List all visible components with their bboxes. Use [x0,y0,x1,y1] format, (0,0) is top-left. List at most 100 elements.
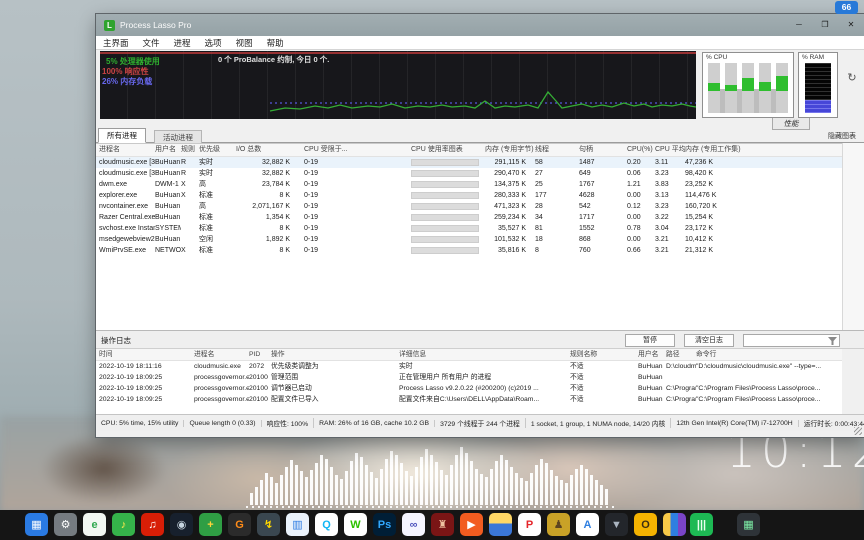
visualizer-bar [570,475,573,505]
video-player-orange-icon[interactable]: ▶ [460,513,483,536]
steam-icon[interactable]: ◉ [170,513,193,536]
log-column-header-1[interactable]: 进程名 [194,351,215,358]
cpu-meter-panel: % CPU [702,52,794,118]
column-header-4[interactable]: I/O 总数 [236,146,262,153]
log-list-header[interactable]: 时间 进程名 PID 操作 详细信息 规则名称 用户名 路径 命令行 [96,349,842,361]
column-header-11[interactable]: CPU 平均 [655,146,685,153]
process-rows: cloudmusic.exe [32] BuHuan R 实时 32,882 K 0-19… [96,157,842,256]
column-header-1[interactable]: 用户名 [155,146,176,153]
hide-graph-link[interactable]: 隐藏图表 [828,133,856,140]
resize-grip[interactable] [854,427,862,435]
process-list-header[interactable]: 进程名 用户名 规则 优先级 I/O 总数 CPU 受限于... CPU 使用率图表 内存 (… [96,144,842,157]
minimize-button[interactable]: ─ [796,20,802,29]
log-row[interactable]: 2022-10-19 18:09:25 processgovernor.exe20… [96,383,842,394]
process-list-scrollbar[interactable] [842,143,864,330]
folder-icon[interactable] [489,513,512,536]
cell-threads: 8 [535,247,539,254]
system-monitor-icon[interactable]: ▥ [286,513,309,536]
cell-threads: 18 [535,236,543,243]
column-header-5[interactable]: CPU 受限于... [304,146,348,153]
column-header-2[interactable]: 规则 [181,146,195,153]
maximize-button[interactable]: ❒ [821,20,829,29]
photoshop-icon[interactable]: Ps [373,513,396,536]
v-shield-dark-icon[interactable]: ▼ [605,513,628,536]
cell-user: DWM-1 [155,181,179,188]
owl-yellow-icon[interactable]: O [634,513,657,536]
visualizer-bar [485,477,488,505]
log-column-header-6[interactable]: 用户名 [638,351,659,358]
a-writer-icon[interactable]: A [576,513,599,536]
pdf-doc-icon[interactable]: P [518,513,541,536]
settings-gear-icon[interactable]: ⚙ [54,513,77,536]
menu-item-5[interactable]: 帮助 [266,37,284,48]
qq-icon[interactable]: Q [315,513,338,536]
game-character-icon[interactable]: ♟ [547,513,570,536]
wechat-icon[interactable]: W [344,513,367,536]
flash-tool-icon[interactable]: ↯ [257,513,280,536]
log-filter-input[interactable] [744,335,832,346]
menu-item-2[interactable]: 进程 [173,37,191,48]
column-header-8[interactable]: 线程 [535,146,549,153]
log-column-header-4[interactable]: 详细信息 [399,351,427,358]
column-header-9[interactable]: 句柄 [579,146,593,153]
titlebar[interactable]: L Process Lasso Pro ─ ❒ ✕ [96,14,864,36]
column-header-6[interactable]: CPU 使用率图表 [411,146,463,153]
log-column-header-3[interactable]: 操作 [271,351,285,358]
menubar: 主界面 文件 进程 选项 视图 帮助 [96,36,864,50]
table-row[interactable]: dwm.exe DWM-1 X 高 23,784 K 0-19 134,375 K 25 176… [96,179,842,190]
log-clear-button[interactable]: 清空日志 [684,334,734,347]
column-header-3[interactable]: 优先级 [199,146,220,153]
shield-green-icon[interactable]: + [199,513,222,536]
table-row[interactable]: svchost.exe Instance ...SYSTEM 标准 8 K 0-19 3… [96,223,842,234]
column-header-0[interactable]: 进程名 [99,146,120,153]
log-row[interactable]: 2022-10-19 18:11:16 cloudmusic.exe 2072 优先级… [96,361,842,372]
table-row[interactable]: explorer.exe BuHuan X 标准 8 K 0-19 280,333 K 177… [96,190,842,201]
visualizer-bar [385,459,388,505]
visualizer-bar [345,471,348,505]
menu-item-3[interactable]: 选项 [204,37,222,48]
audio-levels-tray-icon[interactable]: ||| [690,513,713,536]
menu-item-4[interactable]: 视图 [235,37,253,48]
log-column-header-8[interactable]: 命令行 [696,351,717,358]
tab-active-processes[interactable]: 活动进程 [154,130,202,143]
widget-tray-icon[interactable]: ▦ [737,513,760,536]
log-column-header-2[interactable]: PID [249,351,261,358]
g-launcher-icon[interactable]: G [228,513,251,536]
tab-all-processes[interactable]: 所有进程 [98,128,146,143]
refresh-icon[interactable]: ↻ [847,72,857,84]
log-column-header-5[interactable]: 规则名称 [570,351,598,358]
cell-handles: 868 [579,236,591,243]
cpu-meter-bars [708,63,788,113]
log-column-header-7[interactable]: 路径 [666,351,680,358]
blue-tile-app-icon[interactable]: ▦ [25,513,48,536]
table-row[interactable]: WmiPrvSE.exe NETWORK S...X 标准 8 K 0-19 35,816… [96,245,842,256]
column-header-10[interactable]: CPU(%) [627,146,653,153]
cpu-core-fill [776,76,788,91]
game-red-icon[interactable]: ♜ [431,513,454,536]
table-row[interactable]: cloudmusic.exe [32] BuHuan R 实时 32,882 K 0-19… [96,168,842,179]
netease-music-icon[interactable]: ♫ [141,513,164,536]
log-pause-button[interactable]: 暂停 [625,334,675,347]
menu-item-1[interactable]: 文件 [142,37,160,48]
log-cell-rule: 不适 [570,374,584,381]
visualizer-bar [425,449,428,505]
browser-e-icon[interactable]: e [83,513,106,536]
table-row[interactable]: cloudmusic.exe [32] BuHuan R 实时 32,882 K 0-19… [96,157,842,168]
performance-tab[interactable]: 性能 [772,118,810,130]
log-row[interactable]: 2022-10-19 18:09:25 processgovernor.exe20… [96,394,842,405]
table-row[interactable]: Razer Central.exe [32]BuHuan 标准 1,354 K 0-1… [96,212,842,223]
cpu-usage-bar [411,225,479,232]
menu-item-0[interactable]: 主界面 [103,37,129,48]
cell-handles: 649 [579,170,591,177]
column-header-12[interactable]: 内存 (专用工作集) [685,146,741,153]
color-bars-icon[interactable] [663,513,686,536]
log-column-header-0[interactable]: 时间 [99,351,113,358]
window-title: Process Lasso Pro [120,20,192,30]
log-row[interactable]: 2022-10-19 18:09:25 processgovernor.exe20… [96,372,842,383]
column-header-7[interactable]: 内存 (专用字节) [485,146,534,153]
rings-tool-icon[interactable]: ∞ [402,513,425,536]
music-note-green-icon[interactable]: ♪ [112,513,135,536]
close-button[interactable]: ✕ [847,20,855,29]
table-row[interactable]: nvcontainer.exe BuHuan 高 2,071,167 K 0-19 471… [96,201,842,212]
